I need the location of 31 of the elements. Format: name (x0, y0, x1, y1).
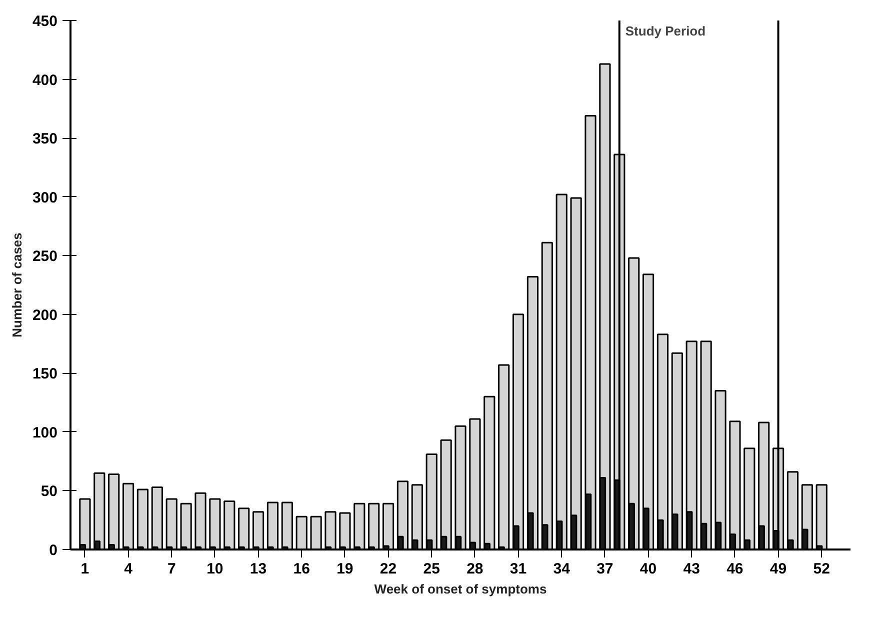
x-tick-label: 16 (293, 560, 310, 578)
y-axis-title: Number of cases (9, 232, 24, 338)
x-axis-title: Week of onset of symptoms (374, 582, 547, 596)
y-tick-label: 400 (32, 72, 58, 89)
x-tick-label: 1 (80, 560, 90, 578)
y-tick-label: 200 (32, 306, 58, 324)
y-tick-label: 300 (32, 189, 58, 206)
x-tick-label: 28 (466, 560, 484, 578)
y-tick-label: 0 (49, 542, 58, 559)
x-tick-label: 46 (726, 560, 744, 578)
x-tick-label: 22 (380, 560, 397, 578)
x-tick-label: 25 (423, 560, 440, 578)
y-tick-label: 100 (32, 424, 58, 442)
x-tick-label: 43 (683, 560, 700, 578)
x-tick-label: 52 (813, 560, 830, 578)
x-tick-label: 49 (770, 560, 787, 578)
y-tick-label: 350 (32, 130, 58, 148)
x-tick-label: 13 (250, 560, 267, 578)
y-tick-label: 50 (40, 483, 58, 500)
y-tick-label: 250 (32, 248, 58, 266)
y-tick-label: 450 (32, 13, 58, 30)
x-tick-label: 4 (124, 560, 134, 578)
x-tick-label: 7 (167, 560, 176, 578)
ref-line-label: Study Period (625, 24, 706, 38)
x-tick-label: 40 (640, 560, 657, 578)
x-tick-label: 37 (596, 560, 614, 578)
x-tick-label: 10 (206, 560, 224, 578)
x-tick-label: 31 (510, 560, 527, 578)
x-tick-label: 19 (336, 560, 354, 578)
x-tick-label: 34 (553, 560, 571, 578)
y-tick-label: 150 (32, 366, 58, 383)
